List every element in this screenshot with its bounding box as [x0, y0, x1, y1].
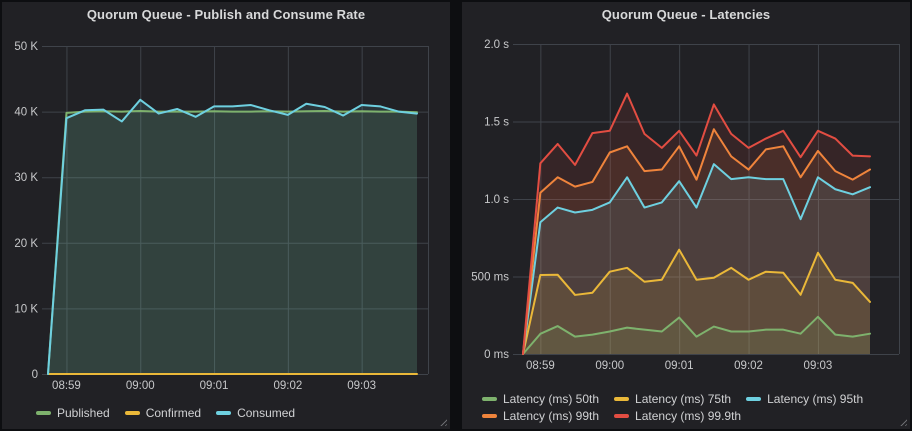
series-line-Latency (ms) 99.9th	[522, 92, 871, 355]
legend-color-dash-icon	[124, 411, 140, 415]
series-line-Latency (ms) 99th	[522, 128, 871, 355]
series-line-Latency (ms) 50th	[522, 315, 871, 355]
series-line-Latency (ms) 95th	[522, 163, 871, 355]
series-area	[48, 110, 417, 374]
x-tick-label: 09:03	[347, 380, 376, 392]
legend-item[interactable]: Published	[36, 406, 110, 420]
series-area	[523, 129, 870, 354]
panel-title[interactable]: Quorum Queue - Latencies	[601, 7, 771, 22]
series-line-Latency (ms) 75th	[522, 248, 871, 355]
chart-legend: Published Confirmed Consumed	[36, 406, 295, 420]
x-tick-label: 09:02	[273, 380, 302, 392]
legend-label: Latency (ms) 99.9th	[635, 409, 742, 423]
legend-color-dash-icon	[614, 397, 630, 401]
y-tick-label: 1.0 s	[484, 194, 509, 206]
y-tick-label: 40 K	[14, 107, 38, 119]
x-tick-label: 09:01	[200, 380, 229, 392]
panel-resize-handle[interactable]	[898, 417, 907, 426]
legend-color-dash-icon	[36, 411, 51, 415]
series-area	[523, 249, 870, 354]
series-line-Consumed	[47, 98, 418, 375]
legend-label: Latency (ms) 50th	[503, 392, 600, 406]
legend-row: Latency (ms) 50th Latency (ms) 75th Latenc…	[482, 392, 863, 406]
legend-label: Confirmed	[145, 406, 202, 420]
x-tick-label: 09:00	[595, 360, 624, 372]
series-area	[523, 93, 870, 354]
legend-item[interactable]: Latency (ms) 99th	[482, 409, 599, 423]
x-tick-label: 09:03	[804, 360, 833, 372]
panel-publish-consume-rate: Quorum Queue - Publish and Consume Rate …	[2, 2, 450, 429]
panel-latencies: Quorum Queue - Latencies 0 ms 500 ms 1.0 s…	[462, 2, 910, 429]
publish-consume-rate-chart-canvas[interactable]: 0 10 K 20 K 30 K 40 K 50 K 08:59 09:00 09:01 09:0…	[2, 2, 450, 429]
grid	[513, 44, 900, 355]
legend-item[interactable]: Latency (ms) 50th	[482, 392, 599, 406]
y-tick-label: 30 K	[14, 172, 38, 184]
legend-row: Published Confirmed Consumed	[36, 406, 295, 420]
legend-item[interactable]: Consumed	[216, 406, 295, 420]
legend-item[interactable]: Confirmed	[124, 406, 202, 420]
series-line-Published	[47, 109, 418, 375]
panel-resize-handle[interactable]	[438, 417, 447, 426]
x-tick-label: 08:59	[526, 360, 555, 372]
legend-item[interactable]: Latency (ms) 75th	[614, 392, 731, 406]
y-tick-label: 500 ms	[471, 272, 509, 284]
legend-color-dash-icon	[614, 414, 630, 418]
y-tick-label: 20 K	[14, 238, 38, 250]
legend-color-dash-icon	[746, 397, 762, 401]
legend-label: Latency (ms) 99th	[503, 409, 600, 423]
legend-item[interactable]: Latency (ms) 99.9th	[614, 409, 741, 423]
series-area	[523, 316, 870, 354]
y-tick-label: 1.5 s	[484, 117, 509, 129]
series-area	[48, 99, 417, 374]
legend-label: Published	[57, 406, 110, 420]
legend-row: Latency (ms) 99th Latency (ms) 99.9th	[482, 409, 863, 423]
legend-item[interactable]: Latency (ms) 95th	[746, 392, 863, 406]
series-area	[523, 164, 870, 354]
x-tick-label: 09:02	[734, 360, 763, 372]
panel-title[interactable]: Quorum Queue - Publish and Consume Rate	[86, 7, 366, 22]
latencies-chart-canvas[interactable]: 0 ms 500 ms 1.0 s 1.5 s 2.0 s 08:59 09:00 09:01…	[462, 2, 910, 429]
y-tick-label: 0 ms	[484, 349, 509, 361]
y-tick-label: 10 K	[14, 303, 38, 315]
x-tick-label: 09:00	[126, 380, 155, 392]
y-tick-label: 0	[32, 369, 38, 381]
legend-color-dash-icon	[482, 397, 497, 401]
legend-label: Latency (ms) 75th	[635, 392, 732, 406]
legend-color-dash-icon	[482, 414, 497, 418]
legend-label: Consumed	[237, 406, 296, 420]
x-tick-label: 08:59	[52, 380, 81, 392]
chart-legend: Latency (ms) 50th Latency (ms) 75th Latenc…	[482, 392, 863, 423]
legend-label: Latency (ms) 95th	[767, 392, 864, 406]
y-tick-label: 2.0 s	[484, 39, 509, 51]
x-tick-label: 09:01	[665, 360, 694, 372]
y-tick-label: 50 K	[14, 41, 38, 53]
legend-color-dash-icon	[216, 411, 232, 415]
